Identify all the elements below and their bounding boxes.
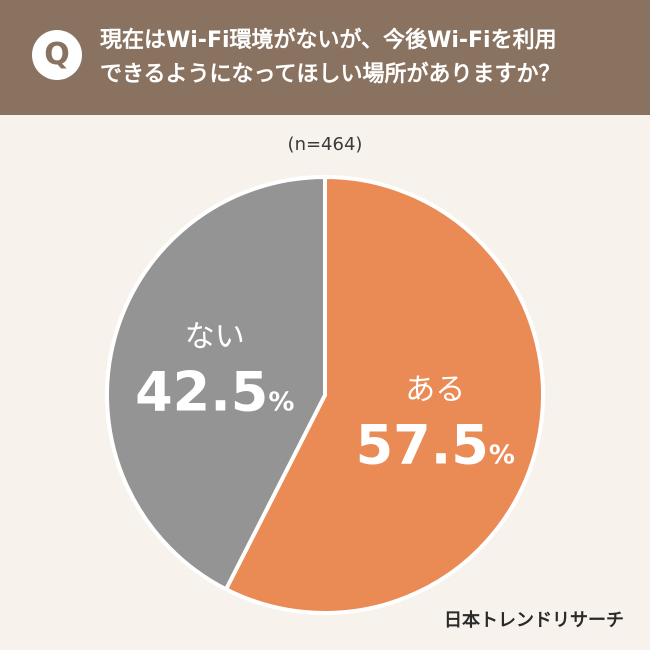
question-line-1: 現在はWi-Fi環境がないが、今後Wi-Fiを利用 [100,28,557,53]
slice-value-label: 42.5% [135,361,294,424]
slice-category-label: ある [405,372,465,407]
slice-category-label: ない [185,320,245,355]
sample-size: (n=464) [287,134,363,155]
question-header: Q 現在はWi-Fi環境がないが、今後Wi-Fiを利用 できるようになってほしい… [0,0,650,115]
pie-slice-1 [224,175,545,615]
question-text: 現在はWi-Fi環境がないが、今後Wi-Fiを利用 できるようになってほしい場所… [100,24,630,92]
brand-logo: 日本トレンドリサーチ [444,610,624,631]
question-line-2: できるようになってほしい場所がありますか？ [100,62,561,87]
question-badge: Q [32,30,82,80]
slice-value-label: 57.5% [356,413,515,476]
pie-slice-2 [105,175,327,592]
